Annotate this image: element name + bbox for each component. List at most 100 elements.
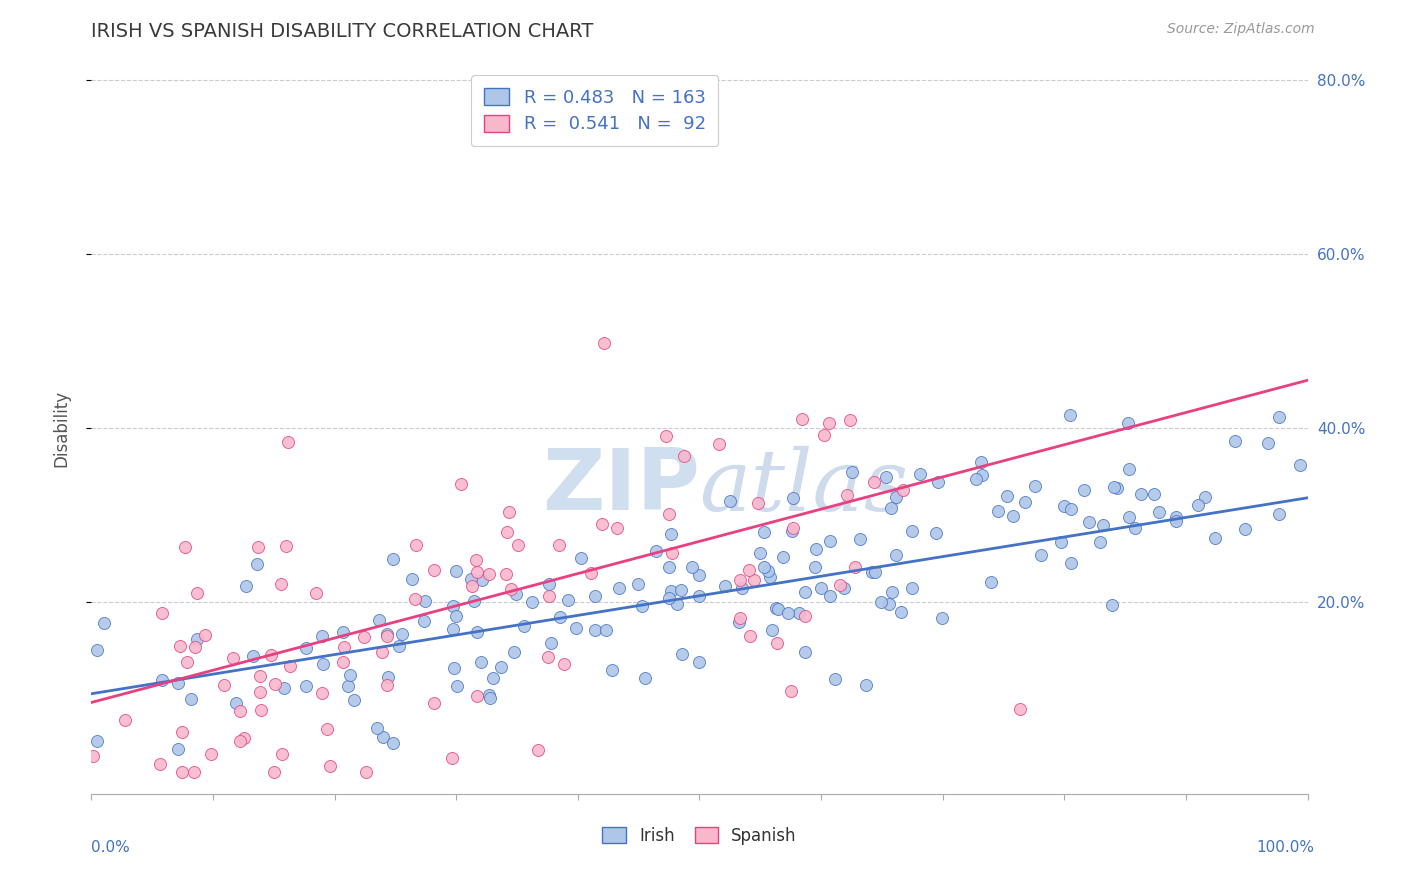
Point <box>890 606 912 620</box>
Point <box>925 526 948 541</box>
Point <box>353 630 375 644</box>
Point <box>1164 514 1187 528</box>
Point <box>505 587 527 601</box>
Point <box>665 597 688 611</box>
Point <box>744 573 766 587</box>
Point <box>169 639 191 653</box>
Point <box>655 429 678 443</box>
Point <box>880 585 903 599</box>
Point <box>176 655 198 669</box>
Point <box>495 525 517 540</box>
Point <box>995 489 1018 503</box>
Point <box>835 488 858 502</box>
Point <box>465 566 488 580</box>
Point <box>658 507 681 521</box>
Point <box>782 521 804 535</box>
Point <box>1073 483 1095 497</box>
Point <box>86 734 108 748</box>
Point <box>233 731 256 745</box>
Point <box>229 734 252 748</box>
Point <box>592 336 614 351</box>
Point <box>423 697 446 711</box>
Point <box>388 639 411 653</box>
Point <box>583 623 606 637</box>
Point <box>681 559 703 574</box>
Point <box>752 525 775 540</box>
Point <box>495 566 517 581</box>
Point <box>671 647 693 661</box>
Point <box>537 577 560 591</box>
Point <box>479 691 502 706</box>
Point <box>860 565 883 579</box>
Point <box>1024 479 1046 493</box>
Point <box>172 724 194 739</box>
Point <box>332 655 354 669</box>
Point <box>444 608 467 623</box>
Point <box>1129 487 1152 501</box>
Point <box>848 533 870 547</box>
Point <box>794 645 817 659</box>
Point <box>174 540 197 554</box>
Point <box>246 558 269 572</box>
Point <box>627 576 650 591</box>
Point <box>766 601 789 615</box>
Point <box>855 678 877 692</box>
Point <box>404 592 426 607</box>
Point <box>886 490 908 504</box>
Point <box>333 640 356 655</box>
Point <box>1257 436 1279 450</box>
Point <box>222 650 245 665</box>
Point <box>1102 480 1125 494</box>
Point <box>464 552 486 566</box>
Point <box>371 731 394 745</box>
Point <box>870 594 893 608</box>
Point <box>820 533 842 548</box>
Point <box>250 703 273 717</box>
Point <box>794 585 817 599</box>
Point <box>375 627 398 641</box>
Point <box>371 645 394 659</box>
Point <box>658 560 681 574</box>
Point <box>707 437 730 451</box>
Point <box>186 586 208 600</box>
Point <box>270 747 292 761</box>
Point <box>738 629 761 643</box>
Point <box>824 673 846 687</box>
Point <box>465 625 488 640</box>
Point <box>931 611 953 625</box>
Text: IRISH VS SPANISH DISABILITY CORRELATION CHART: IRISH VS SPANISH DISABILITY CORRELATION … <box>91 22 593 41</box>
Text: 100.0%: 100.0% <box>1257 840 1315 855</box>
Point <box>661 546 683 560</box>
Point <box>443 661 465 675</box>
Point <box>865 565 887 579</box>
Point <box>1234 522 1257 536</box>
Point <box>446 679 468 693</box>
Point <box>1060 501 1083 516</box>
Point <box>482 671 505 685</box>
Point <box>631 599 654 614</box>
Point <box>565 621 588 635</box>
Point <box>761 624 783 638</box>
Point <box>884 548 907 562</box>
Point <box>461 579 484 593</box>
Point <box>688 589 710 603</box>
Point <box>242 649 264 664</box>
Point <box>276 434 298 449</box>
Point <box>194 628 217 642</box>
Point <box>830 578 852 592</box>
Point <box>747 496 769 510</box>
Point <box>793 609 815 624</box>
Point <box>1105 481 1128 495</box>
Point <box>1223 434 1246 448</box>
Point <box>377 629 399 643</box>
Point <box>167 742 190 756</box>
Point <box>1118 510 1140 524</box>
Point <box>841 465 863 479</box>
Point <box>391 627 413 641</box>
Point <box>312 657 335 672</box>
Point <box>249 668 271 682</box>
Point <box>970 455 993 469</box>
Point <box>901 524 924 538</box>
Point <box>778 606 800 620</box>
Text: ZIP: ZIP <box>541 445 699 528</box>
